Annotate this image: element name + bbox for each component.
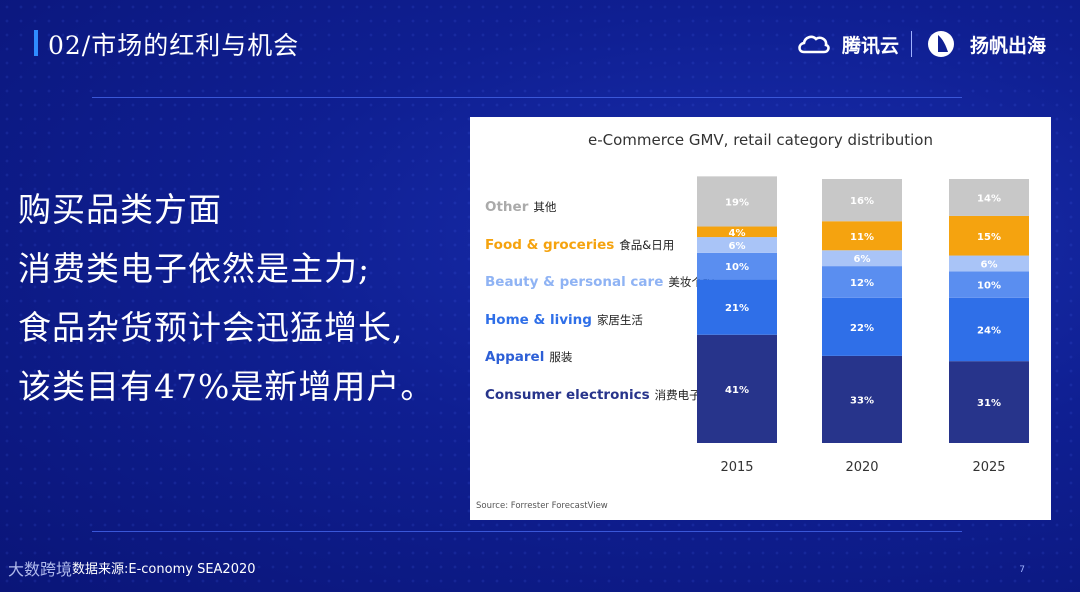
- bar-segment-2025-0: [949, 361, 1029, 443]
- data-label-2025-2: 24%: [977, 325, 1001, 336]
- bar-segment-2020-3: [822, 266, 902, 298]
- bar-segment-2025-4: [949, 255, 1029, 272]
- slide-title: 02/市场的红利与机会: [48, 31, 300, 60]
- data-label-2015-5: 4%: [729, 228, 746, 239]
- body-text: 购买品类方面 消费类电子依然是主力; 食品杂货预计会迅猛增长, 该类目有47%是…: [18, 180, 434, 416]
- bar-segment-2015-6: [697, 176, 777, 227]
- data-label-2025-0: 31%: [977, 398, 1001, 409]
- data-label-2015-3: 10%: [725, 262, 749, 273]
- legend-label: Apparel: [485, 349, 545, 365]
- legend-label: Beauty & personal care: [485, 274, 664, 290]
- legend-label: Food & groceries: [485, 236, 615, 253]
- data-label-2025-5: 15%: [977, 232, 1001, 243]
- sail-icon: [927, 31, 954, 57]
- x-tick-label: 2020: [845, 460, 878, 475]
- data-label-2020-5: 11%: [850, 232, 874, 243]
- bar-segment-2020-2: [822, 297, 902, 356]
- tencent-cloud-icon: [798, 35, 830, 54]
- stacked-bar-chart: 41% 21% 10% 6% 4% 19% 2015 33% 22% 12% 6% 11% 16% 202…: [697, 176, 1029, 475]
- chart-title: e-Commerce GMV, retail category distribu…: [588, 131, 933, 149]
- chart-source: Source: Forrester ForecastView: [476, 501, 608, 511]
- data-label-2020-3: 12%: [850, 278, 874, 289]
- legend-item: Food & groceries 食品&日用: [485, 237, 674, 253]
- bar-segment-2015-3: [697, 252, 777, 280]
- data-label-2015-4: 6%: [729, 241, 746, 252]
- legend-label: Home & living: [485, 311, 592, 328]
- bottom-divider: [92, 531, 962, 532]
- bar-segment-2025-5: [949, 215, 1029, 256]
- data-label-2020-6: 16%: [850, 196, 874, 207]
- footer-source: 数据来源:E-conomy SEA2020: [72, 562, 256, 577]
- body-line-3: 食品杂货预计会迅猛增长,: [18, 308, 404, 347]
- body-line-2: 消费类电子依然是主力;: [18, 249, 371, 288]
- data-label-2015-0: 41%: [725, 385, 749, 396]
- brand-logos: 腾讯云 扬帆出海: [796, 26, 1046, 62]
- data-label-2015-2: 21%: [725, 303, 749, 314]
- legend-item: Home & living 家居生活: [485, 312, 643, 328]
- bar-segment-2015-2: [697, 279, 777, 335]
- data-label-2020-4: 6%: [854, 254, 871, 265]
- bar-segment-2025-3: [949, 271, 1029, 298]
- title-accent-bar: [34, 30, 38, 56]
- tencent-cloud-logo: 腾讯云: [841, 34, 899, 57]
- top-divider: [92, 97, 962, 98]
- bar-segment-2015-5: [697, 226, 777, 238]
- bar-segment-2015-0: [697, 334, 777, 443]
- legend-item: Apparel 服装: [485, 349, 572, 365]
- legend-item: Other 其他: [485, 199, 556, 215]
- yangfan-logo: 扬帆出海: [969, 34, 1046, 57]
- legend-label-cn: 家居生活: [596, 312, 643, 327]
- bar-segment-2025-2: [949, 297, 1029, 362]
- page-number: 7: [1019, 565, 1025, 575]
- data-label-2020-2: 22%: [850, 323, 874, 334]
- chart-panel: e-Commerce GMV, retail category distribu…: [470, 117, 1051, 520]
- data-label-2025-4: 6%: [981, 259, 998, 270]
- bar-segment-2020-5: [822, 221, 902, 251]
- legend-label: Consumer electronics: [485, 386, 650, 403]
- footer-watermark-logo: 大数跨境: [8, 560, 73, 579]
- x-tick-label: 2025: [972, 460, 1005, 475]
- bar-segment-2015-4: [697, 237, 777, 253]
- legend-label-cn: 食品&日用: [619, 237, 675, 252]
- data-label-2015-6: 19%: [725, 197, 749, 208]
- legend-label-cn: 服装: [549, 350, 573, 364]
- legend-label-cn: 其他: [533, 200, 557, 214]
- bar-segment-2025-6: [949, 179, 1029, 216]
- bar-segment-2020-6: [822, 179, 902, 222]
- body-line-1: 购买品类方面: [18, 190, 222, 229]
- bar-segment-2020-0: [822, 355, 902, 443]
- x-tick-label: 2015: [720, 460, 753, 475]
- data-label-2025-6: 14%: [977, 193, 1001, 204]
- bar-segment-2020-4: [822, 250, 902, 267]
- logo-separator: [910, 31, 912, 57]
- data-label-2020-0: 33%: [850, 395, 874, 406]
- legend-label-cn: 消费电子: [654, 387, 701, 402]
- body-line-4: 该类目有47%是新增用户。: [18, 367, 435, 406]
- data-label-2025-3: 10%: [977, 281, 1001, 292]
- legend-item: Consumer electronics 消费电子: [485, 387, 701, 403]
- legend-label: Other: [485, 199, 529, 215]
